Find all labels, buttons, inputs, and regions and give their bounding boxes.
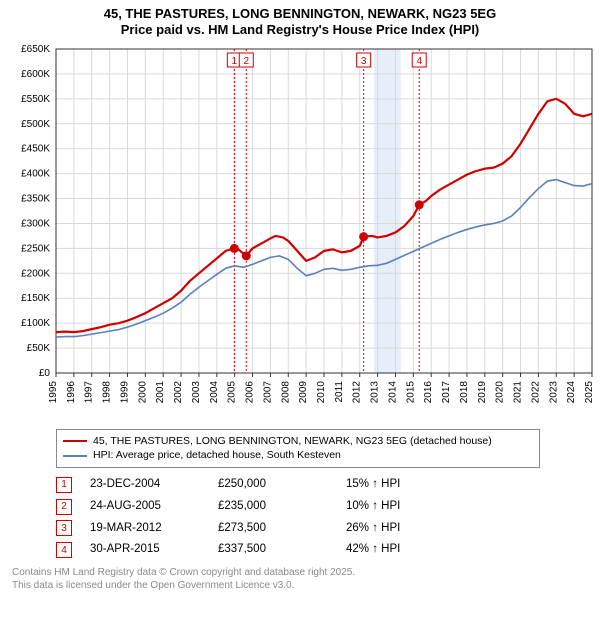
svg-text:2014: 2014 [387,380,398,403]
event-date-4: 30-APR-2015 [90,539,200,561]
attribution-line-2: This data is licensed under the Open Gov… [12,580,588,593]
event-price-4: £337,500 [218,539,328,561]
svg-text:1: 1 [232,56,238,67]
svg-text:£250K: £250K [21,243,50,254]
chart-svg: £0 £50K £100K £150K £200K £250K £300K £350K £400… [0,43,600,423]
svg-text:2016: 2016 [423,380,434,403]
svg-text:1998: 1998 [102,380,113,403]
legend-row-2: HPI: Average price, detached house, Sout… [63,448,533,463]
svg-text:1999: 1999 [119,380,130,403]
svg-text:2012: 2012 [352,380,363,403]
svg-text:£50K: £50K [27,343,51,354]
svg-text:£400K: £400K [21,168,50,179]
event-num-1: 1 [56,477,72,493]
event-pct-3: 26% ↑ HPI [346,518,456,540]
svg-text:£600K: £600K [21,68,50,79]
svg-text:£500K: £500K [21,118,50,129]
svg-text:2009: 2009 [298,380,309,403]
svg-text:2010: 2010 [316,380,327,403]
svg-text:£150K: £150K [21,293,50,304]
svg-text:£300K: £300K [21,218,50,229]
title-line-2: Price paid vs. HM Land Registry's House … [0,22,600,38]
svg-text:2005: 2005 [227,380,238,403]
svg-text:2008: 2008 [280,380,291,403]
svg-text:1995: 1995 [48,380,59,403]
event-row-4: 4 30-APR-2015 £337,500 42% ↑ HPI [56,539,588,561]
svg-text:1996: 1996 [66,380,77,403]
svg-text:2000: 2000 [137,380,148,403]
svg-text:£450K: £450K [21,143,50,154]
event-price-2: £235,000 [218,496,328,518]
event-num-2: 2 [56,499,72,515]
svg-text:2003: 2003 [191,380,202,403]
attribution-line-1: Contains HM Land Registry data © Crown c… [12,567,588,580]
svg-text:2002: 2002 [173,380,184,403]
svg-text:2025: 2025 [584,380,595,403]
event-date-2: 24-AUG-2005 [90,496,200,518]
legend-row-1: 45, THE PASTURES, LONG BENNINGTON, NEWAR… [63,434,533,449]
svg-text:2017: 2017 [441,380,452,403]
svg-text:2024: 2024 [566,380,577,403]
event-pct-2: 10% ↑ HPI [346,496,456,518]
event-row-2: 2 24-AUG-2005 £235,000 10% ↑ HPI [56,496,588,518]
event-num-4: 4 [56,542,72,558]
attribution: Contains HM Land Registry data © Crown c… [12,567,588,592]
event-price-1: £250,000 [218,474,328,496]
svg-text:2011: 2011 [334,380,345,402]
svg-text:2015: 2015 [405,380,416,403]
svg-text:2007: 2007 [262,380,273,403]
legend: 45, THE PASTURES, LONG BENNINGTON, NEWAR… [56,429,540,468]
svg-text:2004: 2004 [209,380,220,403]
legend-swatch-2 [63,455,87,457]
event-pct-1: 15% ↑ HPI [346,474,456,496]
event-date-3: 19-MAR-2012 [90,518,200,540]
svg-text:2013: 2013 [370,380,381,403]
event-pct-4: 42% ↑ HPI [346,539,456,561]
events-table: 1 23-DEC-2004 £250,000 15% ↑ HPI 2 24-AU… [56,474,588,561]
svg-text:1997: 1997 [84,380,95,403]
legend-swatch-1 [63,440,87,442]
event-num-3: 3 [56,520,72,536]
figure-container: 45, THE PASTURES, LONG BENNINGTON, NEWAR… [0,0,600,592]
svg-text:3: 3 [361,56,367,67]
title-block: 45, THE PASTURES, LONG BENNINGTON, NEWAR… [0,0,600,43]
svg-text:£350K: £350K [21,193,50,204]
svg-text:2021: 2021 [513,380,524,403]
legend-label-1: 45, THE PASTURES, LONG BENNINGTON, NEWAR… [93,434,492,449]
svg-text:2023: 2023 [548,380,559,403]
svg-text:2019: 2019 [477,380,488,403]
event-row-3: 3 19-MAR-2012 £273,500 26% ↑ HPI [56,518,588,540]
svg-text:£650K: £650K [21,44,50,55]
svg-text:£100K: £100K [21,318,50,329]
svg-text:£550K: £550K [21,93,50,104]
svg-text:£0: £0 [39,368,51,379]
svg-text:2: 2 [243,56,249,67]
event-price-3: £273,500 [218,518,328,540]
legend-label-2: HPI: Average price, detached house, Sout… [93,448,341,463]
svg-text:£200K: £200K [21,268,50,279]
title-line-1: 45, THE PASTURES, LONG BENNINGTON, NEWAR… [0,6,600,22]
svg-text:4: 4 [416,56,422,67]
svg-text:2020: 2020 [495,380,506,403]
chart-area: £0 £50K £100K £150K £200K £250K £300K £350K £400… [0,43,600,423]
svg-text:2022: 2022 [530,380,541,403]
event-date-1: 23-DEC-2004 [90,474,200,496]
svg-text:2006: 2006 [245,380,256,403]
svg-text:2001: 2001 [155,380,166,403]
svg-text:2018: 2018 [459,380,470,403]
event-row-1: 1 23-DEC-2004 £250,000 15% ↑ HPI [56,474,588,496]
